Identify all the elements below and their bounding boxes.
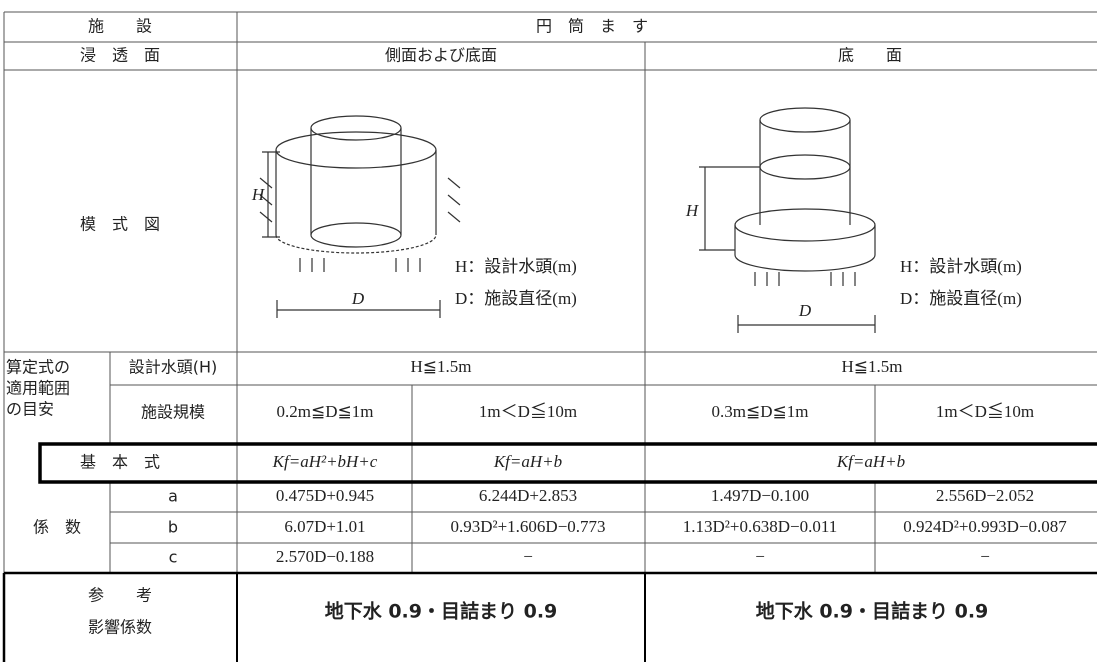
grid (2, 11, 1097, 662)
cell: 0.924D²+0.993D−0.087 (903, 517, 1067, 536)
cell: − (755, 547, 765, 566)
cell: 基 本 式 (80, 453, 160, 472)
cell: Kf=aH²+bH+c (272, 452, 378, 471)
legend: H：設計水頭(m) (455, 257, 577, 276)
cell: 参 考 (88, 586, 152, 605)
cell: 浸 透 面 (80, 46, 160, 65)
cell: H≦1.5m (411, 357, 472, 376)
legend: H：設計水頭(m) (900, 257, 1022, 276)
cell: 設計水頭(H) (129, 358, 218, 377)
cell: Kf=aH+b (493, 452, 562, 471)
cell: 6.07D+1.01 (284, 517, 365, 536)
cell: 算定式の (6, 358, 70, 377)
cell: の目安 (6, 400, 54, 419)
cell: H≦1.5m (842, 357, 903, 376)
d-label: D (798, 301, 812, 320)
cell: 1.497D−0.100 (711, 486, 809, 505)
cell: 地下水 0.9・目詰まり 0.9 (756, 600, 989, 623)
h-label: H (685, 201, 700, 220)
cell: 底 面 (838, 46, 902, 65)
cell: 施 設 (88, 17, 152, 36)
cell: − (523, 547, 533, 566)
cell: 0.93D²+1.606D−0.773 (450, 517, 605, 536)
cell: c (169, 548, 178, 567)
cell: 模 式 図 (80, 215, 160, 234)
legend: D：施設直径(m) (900, 289, 1022, 308)
cell: 0.475D+0.945 (276, 486, 374, 505)
cell: − (980, 547, 990, 566)
legend: D：施設直径(m) (455, 289, 577, 308)
cell: 0.3m≦D≦1m (712, 402, 809, 421)
cell: 6.244D+2.853 (479, 486, 577, 505)
cell: 施設規模 (141, 403, 205, 422)
cell: 側面および底面 (385, 46, 497, 65)
cell: 1m＜D≦10m (936, 402, 1034, 421)
d-label: D (351, 289, 365, 308)
cell: 影響係数 (88, 618, 152, 637)
cell: 2.570D−0.188 (276, 547, 374, 566)
cell: 適用範囲 (6, 379, 70, 398)
cell: a (168, 487, 178, 506)
cell: 2.556D−2.052 (936, 486, 1034, 505)
cell: 0.2m≦D≦1m (277, 402, 374, 421)
cell: 1.13D²+0.638D−0.011 (683, 517, 837, 536)
diagram-right: H D H：設計水頭(m) D：施設直径(m) (685, 107, 1022, 333)
cell: 円 筒 ま す (536, 17, 648, 36)
diagram-left: H D H：設計水頭(m) D：施設直径(m) (251, 115, 577, 318)
cell: b (168, 518, 178, 537)
cell: Kf=aH+b (836, 452, 905, 471)
h-label: H (251, 185, 266, 204)
cell: 係 数 (33, 518, 81, 537)
cell: 地下水 0.9・目詰まり 0.9 (325, 600, 558, 623)
cells: 施 設 円 筒 ま す 浸 透 面 側面および底面 底 面 模 式 図 算定式の… (6, 17, 1034, 637)
cell: 1m＜D≦10m (479, 402, 577, 421)
